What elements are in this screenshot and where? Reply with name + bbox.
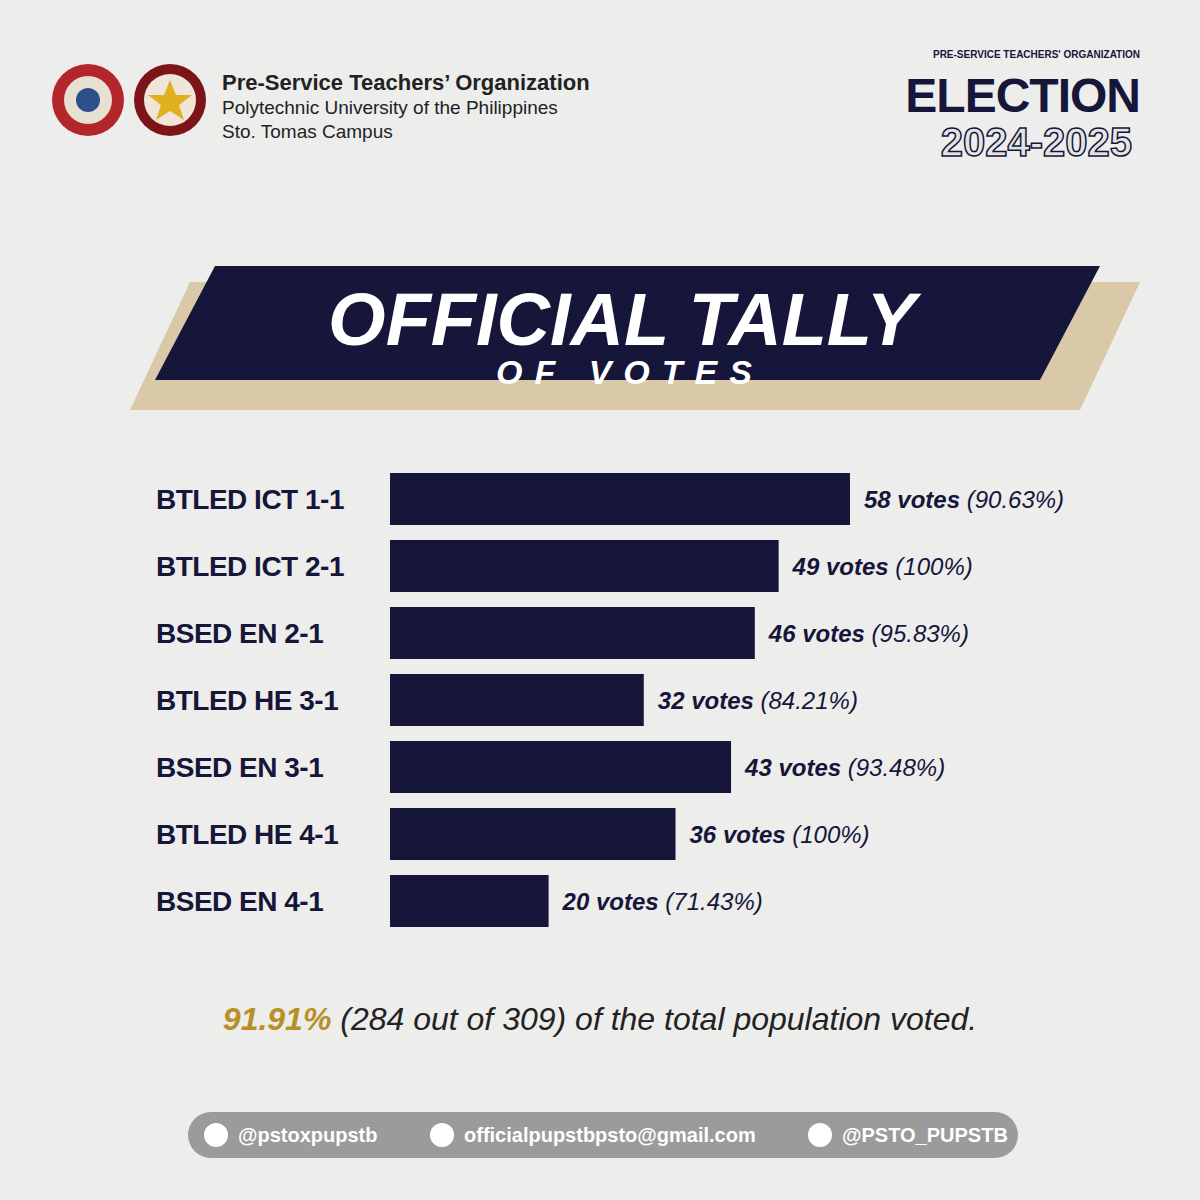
svg-text:BSED EN 3-1: BSED EN 3-1 [156, 752, 323, 783]
svg-text:Pre-Service Teachers’ Organiza: Pre-Service Teachers’ Organization [222, 70, 590, 95]
svg-text:46 votes (95.83%): 46 votes (95.83%) [768, 620, 969, 647]
svg-text:43 votes (93.48%): 43 votes (93.48%) [744, 754, 945, 781]
svg-text:BSED EN 4-1: BSED EN 4-1 [156, 886, 323, 917]
svg-text:BTLED ICT 1-1: BTLED ICT 1-1 [156, 484, 344, 515]
svg-text:OF VOTES: OF VOTES [496, 353, 764, 391]
svg-text:36 votes (100%): 36 votes (100%) [690, 821, 870, 848]
svg-text:BTLED ICT 2-1: BTLED ICT 2-1 [156, 551, 344, 582]
svg-text:ELECTION: ELECTION [905, 69, 1140, 122]
svg-text:BSED EN 2-1: BSED EN 2-1 [156, 618, 323, 649]
svg-text:49 votes (100%): 49 votes (100%) [792, 553, 973, 580]
svg-text:20 votes (71.43%): 20 votes (71.43%) [562, 888, 763, 915]
svg-text:91.91% (284 out of 309) of the: 91.91% (284 out of 309) of the total pop… [223, 1001, 977, 1037]
svg-text:58 votes (90.63%): 58 votes (90.63%) [864, 486, 1064, 513]
svg-text:OFFICIAL TALLY: OFFICIAL TALLY [328, 278, 921, 361]
svg-text:Polytechnic University of the: Polytechnic University of the Philippine… [222, 97, 558, 118]
svg-text:officialpupstbpsto@gmail.com: officialpupstbpsto@gmail.com [464, 1124, 756, 1146]
svg-text:BTLED HE 4-1: BTLED HE 4-1 [156, 819, 338, 850]
svg-text:2024-2025: 2024-2025 [941, 120, 1132, 164]
svg-text:@pstoxpupstb: @pstoxpupstb [238, 1124, 378, 1146]
svg-text:BTLED HE 3-1: BTLED HE 3-1 [156, 685, 338, 716]
svg-text:@PSTO_PUPSTB: @PSTO_PUPSTB [842, 1124, 1008, 1146]
svg-text:PRE-SERVICE TEACHERS' ORGANIZA: PRE-SERVICE TEACHERS' ORGANIZATION [933, 49, 1140, 60]
svg-text:32 votes (84.21%): 32 votes (84.21%) [658, 687, 858, 714]
svg-text:Sto. Tomas Campus: Sto. Tomas Campus [222, 121, 393, 142]
